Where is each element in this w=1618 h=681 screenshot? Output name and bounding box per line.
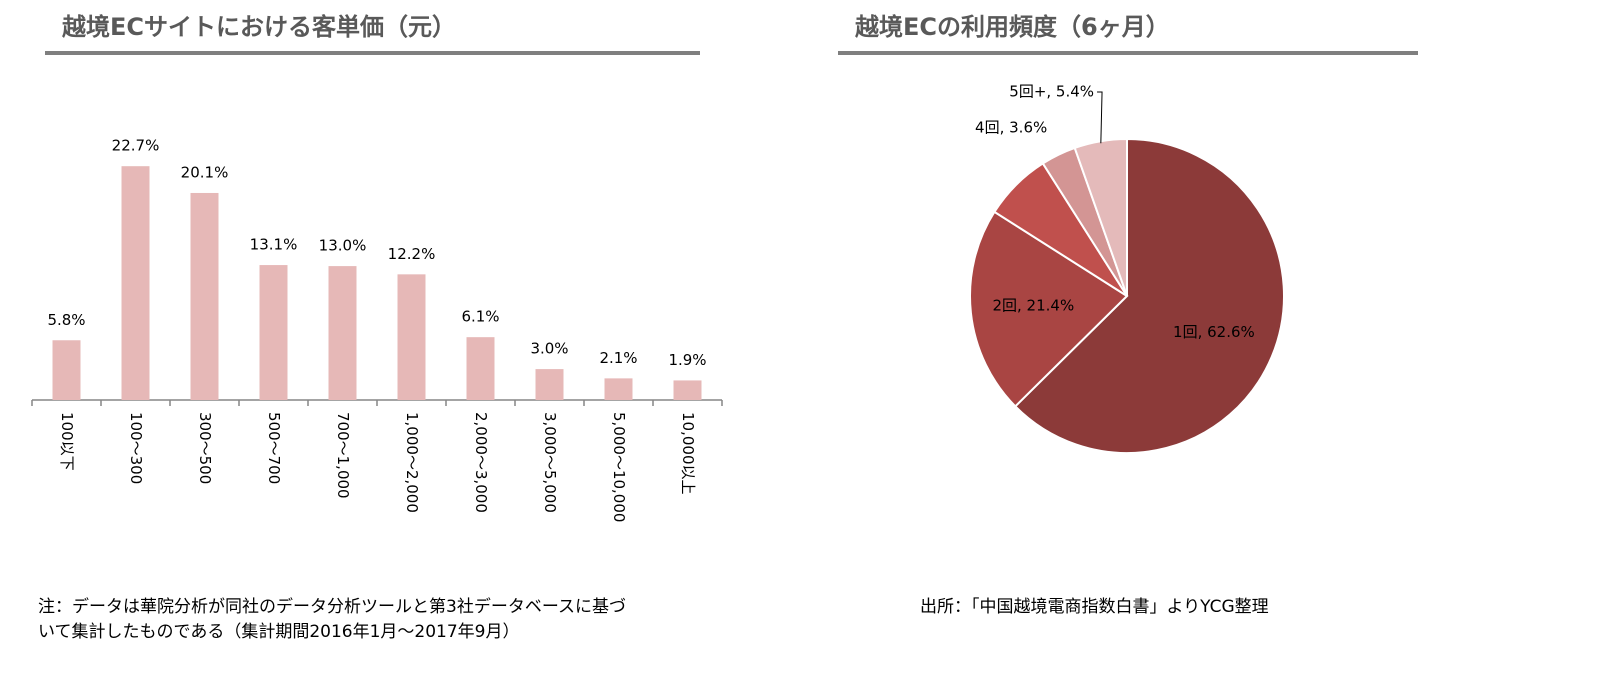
bar bbox=[604, 378, 633, 400]
bar bbox=[397, 274, 426, 400]
bar-title: 越境ECサイトにおける客単価（元） bbox=[62, 13, 456, 41]
x-tick-label: 300～500 bbox=[196, 412, 214, 484]
bar bbox=[466, 337, 495, 400]
pie-slice bbox=[969, 210, 1129, 408]
bar bbox=[328, 266, 357, 400]
bar bbox=[121, 166, 150, 400]
leader-line bbox=[1097, 91, 1103, 144]
bar bbox=[259, 265, 288, 400]
bar bbox=[52, 340, 81, 400]
data-label: 3.0% bbox=[530, 340, 568, 358]
data-label: 2.1% bbox=[599, 349, 637, 367]
x-tick-label: 10,000以上 bbox=[679, 412, 697, 495]
x-tick-label: 100～300 bbox=[127, 412, 145, 484]
x-tick-label: 1,000～2,000 bbox=[403, 412, 421, 513]
data-label: 1.9% bbox=[668, 351, 706, 369]
pie-slice bbox=[1013, 137, 1286, 454]
data-label: 20.1% bbox=[181, 163, 229, 181]
bar bbox=[535, 369, 564, 400]
data-label: 13.0% bbox=[319, 237, 367, 255]
bar bbox=[190, 192, 219, 400]
pie-title: 越境ECの利用頻度（6ヶ月） bbox=[855, 13, 1170, 41]
x-tick-label: 5,000～10,000 bbox=[610, 412, 628, 522]
x-tick-label: 700～1,000 bbox=[334, 412, 352, 499]
note: 注：データは華院分析が同社のデータ分析ツールと第3社データベースに基づ bbox=[38, 596, 626, 617]
bar bbox=[673, 380, 702, 400]
note: いて集計したものである（集計期間2016年1月～2017年9月） bbox=[38, 622, 519, 642]
data-label: 5回+, 5.4% bbox=[1009, 82, 1094, 100]
x-tick-label: 500～700 bbox=[265, 412, 283, 484]
data-label: 1回, 62.6% bbox=[1173, 323, 1255, 341]
data-label: 22.7% bbox=[112, 137, 160, 155]
x-tick-label: 3,000～5,000 bbox=[541, 412, 559, 513]
data-label: 6.1% bbox=[461, 308, 499, 326]
data-label: 13.1% bbox=[250, 236, 298, 254]
data-label: 4回, 3.6% bbox=[975, 118, 1047, 136]
x-tick-label: 100以下 bbox=[58, 412, 76, 471]
x-tick-label: 2,000～3,000 bbox=[472, 412, 490, 513]
data-label: 5.8% bbox=[47, 311, 85, 329]
data-label: 12.2% bbox=[388, 245, 436, 263]
source: 出所：「中国越境電商指数白書」よりYCG整理 bbox=[920, 597, 1269, 617]
data-label: 2回, 21.4% bbox=[992, 297, 1074, 315]
